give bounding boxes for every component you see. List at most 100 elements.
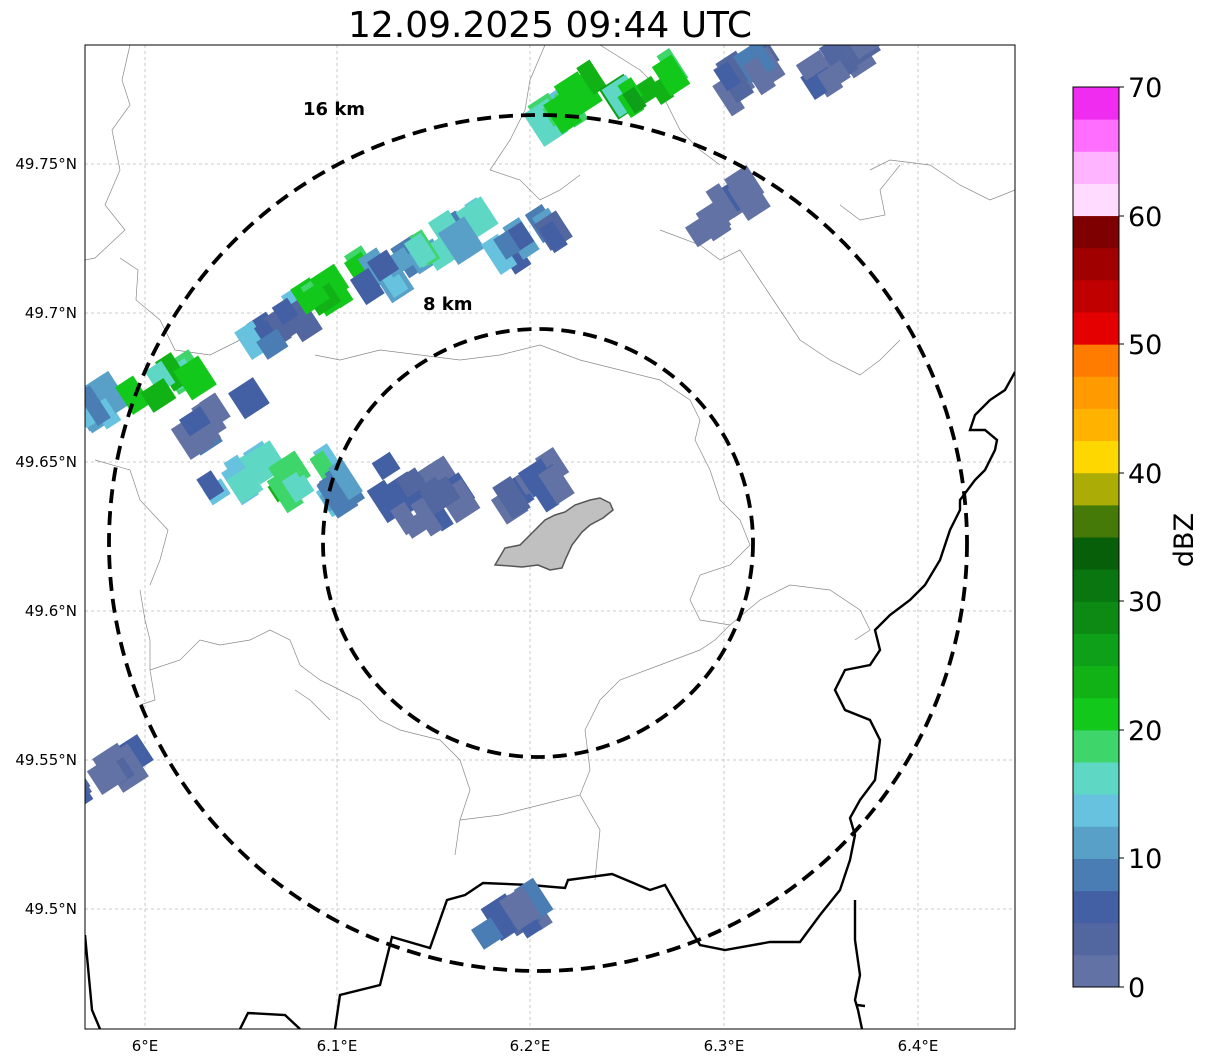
colorbar-segment xyxy=(1073,215,1119,249)
map-frame xyxy=(84,44,1016,1030)
lon-label: 6.4°E xyxy=(898,1037,939,1055)
national-border xyxy=(85,371,1015,1029)
colorbar-segment xyxy=(1073,537,1119,570)
radar-echo-pixel xyxy=(538,220,568,254)
radar-echo-pixel xyxy=(371,451,401,481)
lon-label: 6.3°E xyxy=(704,1037,745,1055)
colorbar-tick-label: 30 xyxy=(1128,587,1162,618)
colorbar-tick-label: 0 xyxy=(1128,973,1145,1004)
radar-echo-pixel xyxy=(316,472,359,519)
radar-echo-pixel xyxy=(349,267,385,306)
colorbar-tick-label: 50 xyxy=(1128,330,1162,361)
radar-echo-pixel xyxy=(498,886,542,931)
colorbar-ticks: 0 10 20 30 40 50 60 70 xyxy=(1128,73,1162,1004)
colorbar-tick-label: 40 xyxy=(1128,459,1162,490)
colorbar-tick-label: 20 xyxy=(1128,716,1162,747)
radar-echo-pixel xyxy=(622,86,647,114)
colorbar-segment xyxy=(1073,601,1119,634)
radar-echo-pixel xyxy=(396,467,427,498)
radar-echo-pixel xyxy=(818,45,859,82)
radar-echo-cell xyxy=(685,165,771,248)
radar-echo-layer xyxy=(85,45,884,950)
colorbar-tick-label: 10 xyxy=(1128,844,1162,875)
radar-echo-cell xyxy=(403,196,499,271)
radar-echo-pixel xyxy=(713,61,742,92)
radar-echo-pixel xyxy=(178,406,211,437)
colorbar-segment xyxy=(1073,504,1119,538)
radar-echo-pixel xyxy=(651,54,691,97)
city-area xyxy=(493,497,614,571)
radar-echo-pixel xyxy=(226,465,264,504)
range-ring-8km xyxy=(321,327,755,759)
radar-echo-pixel xyxy=(543,91,583,135)
admin-boundaries xyxy=(85,45,1015,881)
radar-echo-pixel xyxy=(256,328,289,360)
radar-echo-pixel xyxy=(170,413,216,460)
radar-echo-pixel xyxy=(795,49,830,81)
radar-echo-pixel xyxy=(504,221,535,253)
radar-echo-cell xyxy=(196,440,287,506)
radar-echo-pixel xyxy=(559,71,603,117)
radar-echo-pixel xyxy=(281,472,311,503)
latitude-labels: 49.75°N 49.7°N 49.65°N 49.6°N 49.55°N 49… xyxy=(15,155,77,918)
radar-echo-pixel xyxy=(93,370,130,414)
colorbar-tick-marks xyxy=(1119,86,1124,988)
colorbar-segment xyxy=(1073,569,1119,602)
radar-echo-pixel xyxy=(309,450,335,477)
radar-echo-cell xyxy=(290,245,380,317)
radar-echo-cell xyxy=(234,288,323,361)
colorbar-segment xyxy=(1073,376,1119,409)
colorbar-frame xyxy=(1072,86,1120,988)
colorbar-segment xyxy=(1073,472,1119,506)
colorbar-segment xyxy=(1073,279,1119,313)
radar-echo-cell xyxy=(490,447,575,525)
colorbar-segment xyxy=(1073,87,1119,120)
ring-label-8km: 8 km xyxy=(423,294,473,315)
radar-echo-cell xyxy=(170,377,270,460)
radar-echo-pixel xyxy=(523,98,569,147)
lon-label: 6°E xyxy=(132,1037,159,1055)
radar-echo-pixel xyxy=(419,475,461,515)
radar-echo-cell xyxy=(598,48,691,120)
lat-label: 49.65°N xyxy=(15,453,77,471)
colorbar-segment xyxy=(1073,633,1119,667)
radar-echo-cell xyxy=(481,203,573,275)
colorbar-segment xyxy=(1073,954,1119,988)
lat-label: 49.55°N xyxy=(15,751,77,769)
radar-echo-pixel xyxy=(727,174,771,222)
radar-echo-pixel xyxy=(481,233,518,275)
radar-echo-cell xyxy=(795,45,884,100)
radar-echo-pixel xyxy=(115,375,151,415)
radar-echo-pixel xyxy=(493,230,521,260)
radar-echo-cell xyxy=(471,877,554,950)
radar-echo-pixel xyxy=(712,77,745,117)
lon-label: 6.2°E xyxy=(510,1037,551,1055)
radar-echo-cell xyxy=(115,349,217,415)
radar-echo-cell xyxy=(315,451,401,519)
radar-echo-pixel xyxy=(437,216,485,266)
range-ring-16km xyxy=(107,113,969,973)
radar-echo-cell xyxy=(390,472,481,539)
colorbar-segment xyxy=(1073,119,1119,152)
longitude-labels: 6°E 6.1°E 6.2°E 6.3°E 6.4°E xyxy=(132,1037,939,1055)
colorbar: 0 10 20 30 40 50 60 70 dBZ xyxy=(1072,73,1200,1004)
lon-label: 6.1°E xyxy=(317,1037,358,1055)
radar-echo-pixel xyxy=(705,183,740,223)
radar-echo-cell xyxy=(85,370,130,434)
ring-label-16km: 16 km xyxy=(303,99,365,120)
radar-echo-pixel xyxy=(837,45,884,60)
colorbar-segment xyxy=(1073,344,1119,377)
colorbar-segment xyxy=(1073,762,1119,795)
range-rings xyxy=(107,113,969,973)
radar-echo-cell xyxy=(85,734,154,807)
figure-title: 12.09.2025 09:44 UTC xyxy=(348,5,752,46)
radar-echo-pixel xyxy=(471,917,504,950)
radar-echo-cell xyxy=(712,45,786,117)
colorbar-label: dBZ xyxy=(1169,513,1200,567)
radar-echo-pixel xyxy=(86,755,128,796)
colorbar-tick-label: 60 xyxy=(1128,202,1162,233)
colorbar-segment xyxy=(1073,794,1119,827)
colorbar-segment xyxy=(1073,183,1119,217)
colorbar-segment xyxy=(1073,697,1119,731)
